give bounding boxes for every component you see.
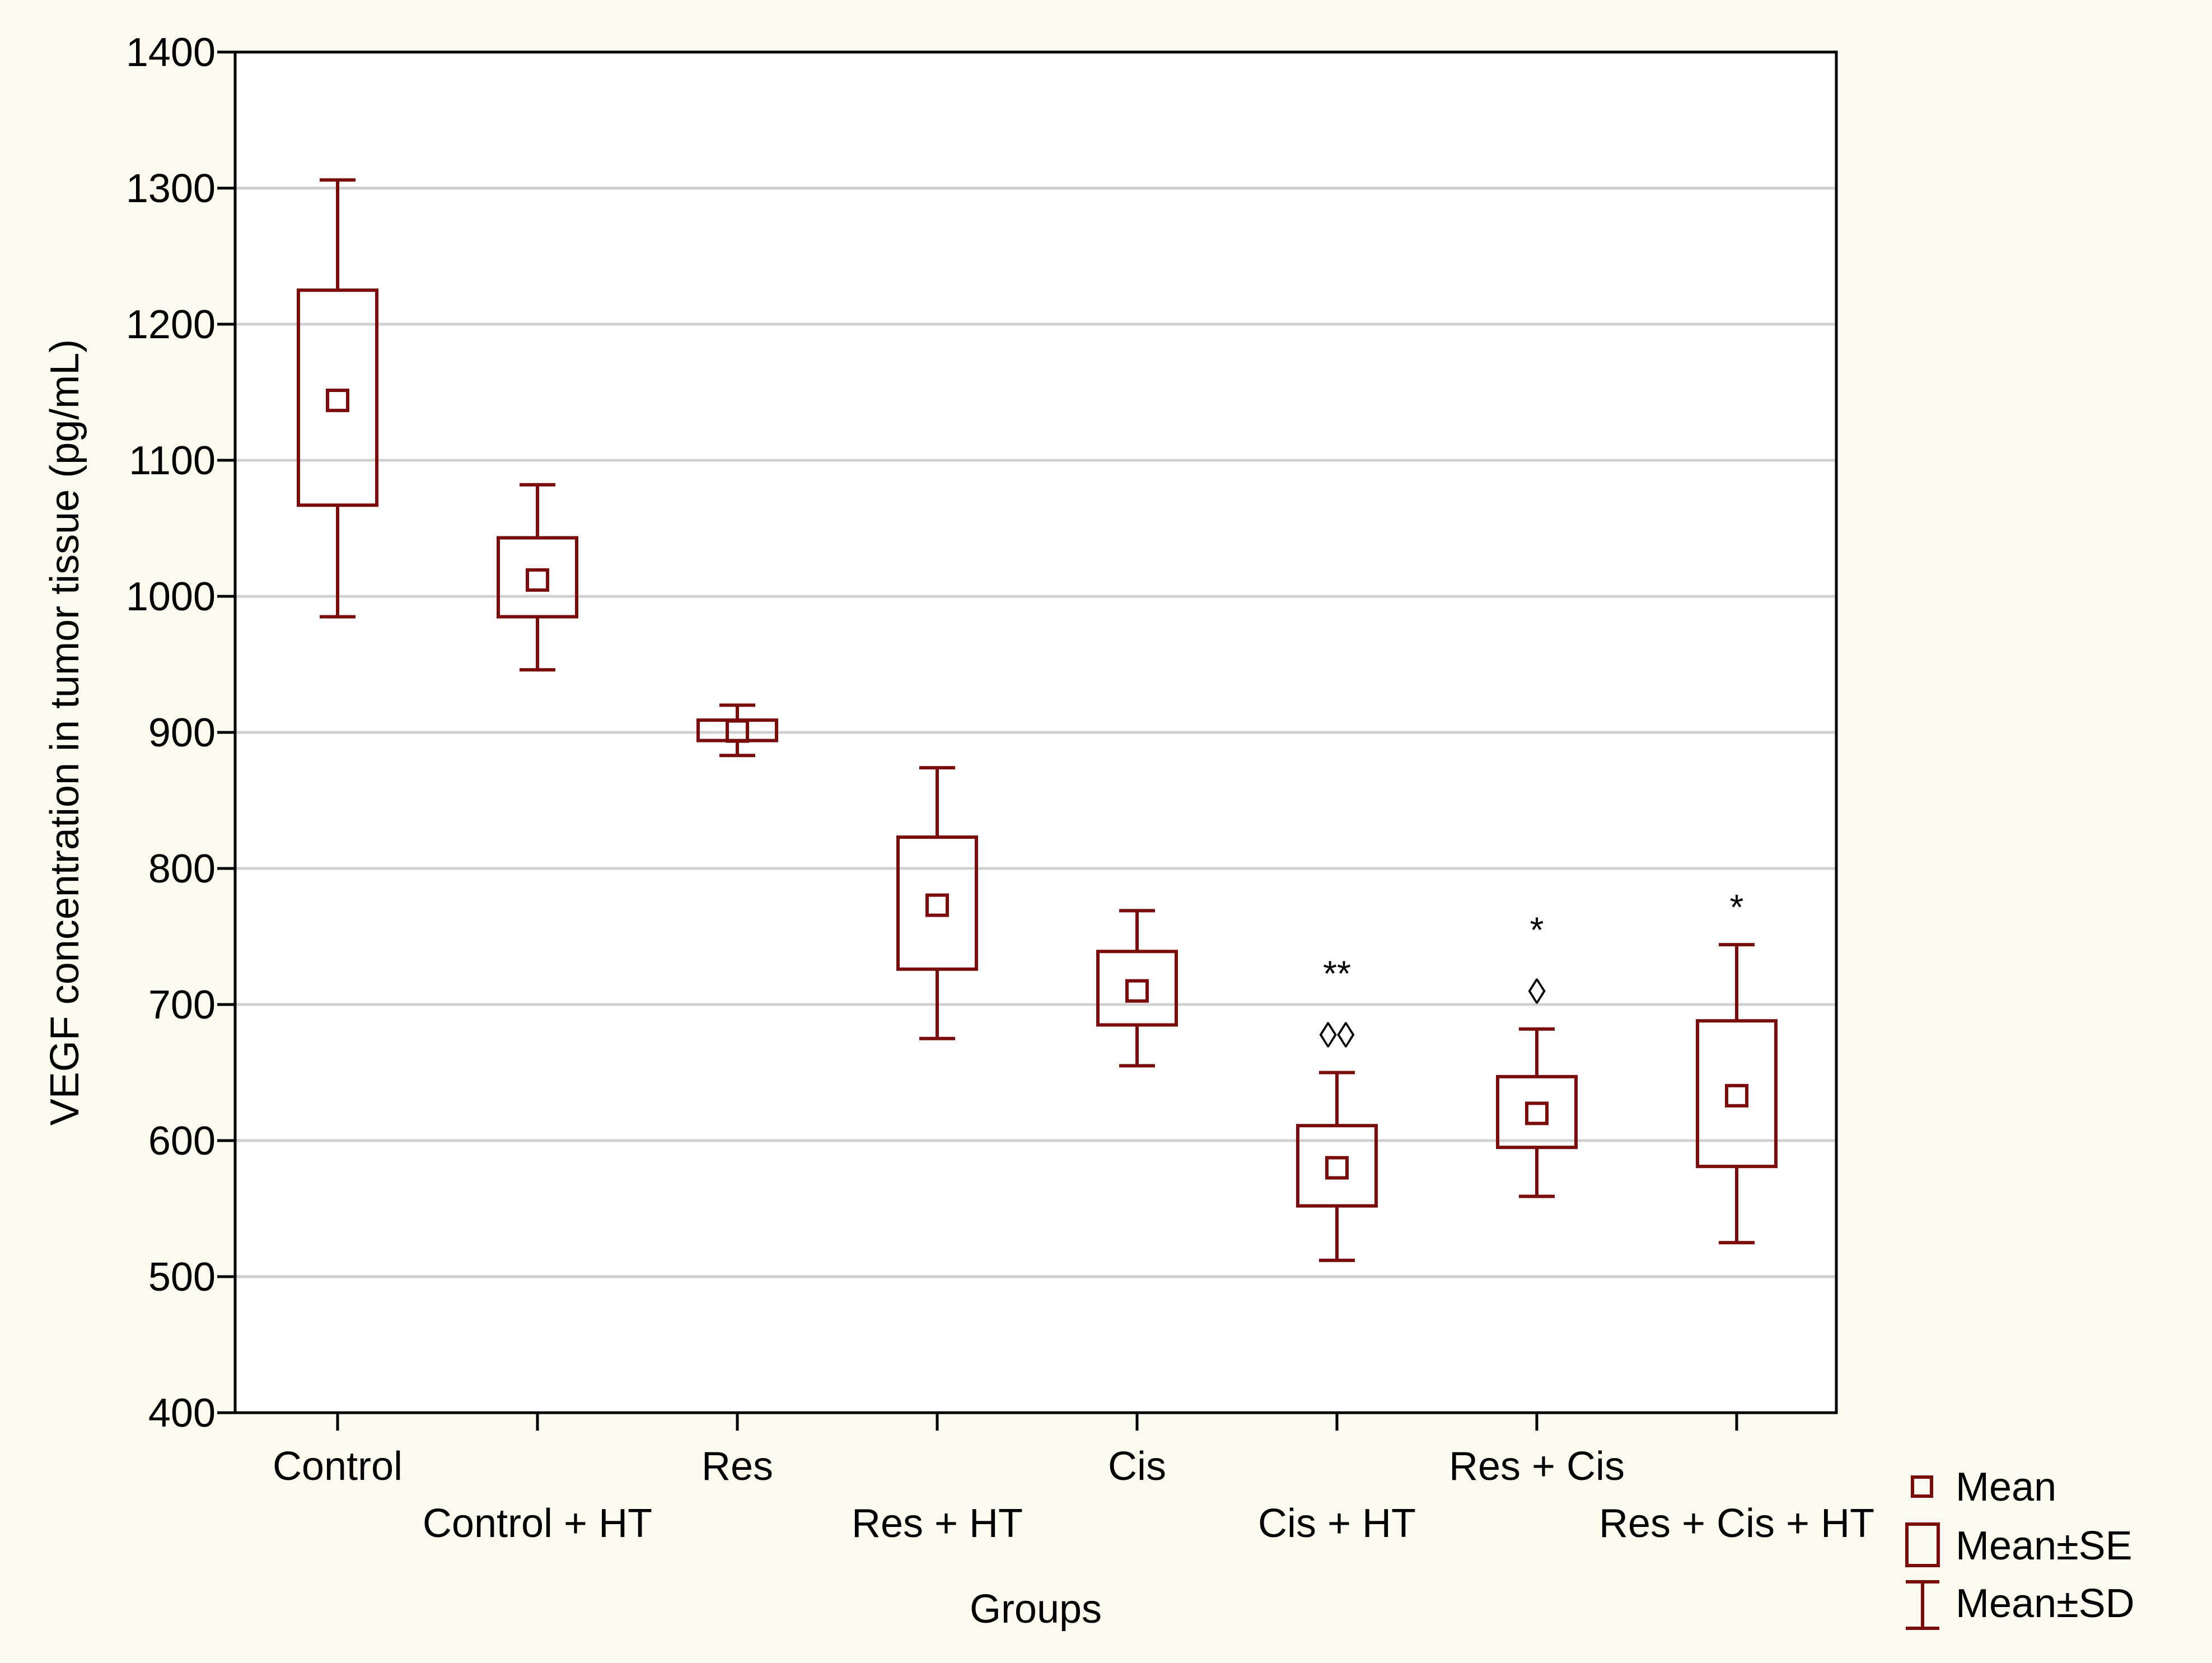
y-axis-title: VEGF concentration in tumor tissue (pg/m… bbox=[43, 339, 87, 1126]
box-group bbox=[696, 703, 778, 758]
legend: Mean Mean±SE Mean±SD bbox=[1905, 1465, 2135, 1630]
box-group bbox=[1696, 943, 1778, 1245]
x-tick-label: Cis + HT bbox=[1258, 1501, 1416, 1546]
significance-marker: ◊ bbox=[1528, 971, 1546, 1012]
significance-annotations: ◊◊** ◊** bbox=[1319, 887, 1743, 1055]
y-tick-label: 1300 bbox=[126, 166, 216, 211]
y-tick-label: 500 bbox=[148, 1255, 216, 1300]
legend-entry-mean: Mean bbox=[1911, 1465, 2056, 1510]
significance-marker: * bbox=[1730, 887, 1744, 927]
x-tick-label: Control bbox=[273, 1444, 403, 1489]
x-tick-label: Res + Cis bbox=[1449, 1444, 1625, 1489]
y-tick-label: 400 bbox=[148, 1391, 216, 1436]
se-box bbox=[297, 288, 378, 507]
y-tick-label: 1400 bbox=[126, 30, 216, 75]
y-tick-label: 1000 bbox=[126, 574, 216, 619]
significance-marker: ** bbox=[1323, 954, 1351, 994]
legend-se-label: Mean±SE bbox=[1956, 1524, 2133, 1568]
x-tick-label: Cis bbox=[1108, 1444, 1166, 1489]
box-series bbox=[297, 178, 1778, 1262]
significance-marker: * bbox=[1530, 910, 1544, 950]
y-tick-label: 700 bbox=[148, 983, 216, 1027]
x-tick-label: Res + Cis + HT bbox=[1599, 1501, 1874, 1546]
box-group bbox=[1096, 909, 1178, 1068]
legend-se-box bbox=[1905, 1522, 1940, 1567]
box-group bbox=[497, 483, 578, 672]
mean-marker bbox=[925, 893, 949, 917]
mean-marker bbox=[1325, 1156, 1349, 1180]
x-axis-title: Groups bbox=[970, 1587, 1102, 1632]
y-axis-ticks: 400 500 600 700 800 900 1000 1100 1200 1300 1400 bbox=[126, 30, 235, 1436]
se-box bbox=[497, 536, 578, 619]
y-tick-label: 800 bbox=[148, 847, 216, 891]
y-tick-label: 600 bbox=[148, 1119, 216, 1164]
y-tick-label: 1100 bbox=[129, 438, 216, 483]
se-box bbox=[896, 835, 978, 971]
legend-mean-marker bbox=[1911, 1475, 1933, 1498]
box-group bbox=[896, 766, 978, 1040]
legend-entry-mean-se: Mean±SE bbox=[1905, 1522, 2133, 1568]
se-box bbox=[1096, 950, 1178, 1027]
mean-marker bbox=[1525, 1101, 1549, 1125]
box-group bbox=[297, 178, 378, 619]
legend-mean-label: Mean bbox=[1956, 1465, 2056, 1510]
mean-marker bbox=[526, 568, 549, 592]
se-box bbox=[1696, 1019, 1778, 1169]
legend-sd-label: Mean±SD bbox=[1956, 1581, 2135, 1626]
box-group bbox=[1496, 1027, 1578, 1198]
y-tick-label: 1200 bbox=[126, 302, 216, 347]
mean-marker bbox=[1125, 979, 1149, 1003]
legend-entry-mean-sd: Mean±SD bbox=[1906, 1580, 2135, 1630]
x-tick-label: Res + HT bbox=[852, 1501, 1023, 1546]
significance-marker: ◊◊ bbox=[1319, 1015, 1355, 1055]
box-group bbox=[1296, 1071, 1378, 1262]
y-tick-label: 900 bbox=[148, 711, 216, 755]
x-axis-ticks: Control Control + HT Res Res + HT Cis Cis + H… bbox=[273, 1413, 1874, 1546]
se-box bbox=[1296, 1124, 1378, 1208]
gridlines bbox=[235, 186, 1836, 1278]
x-tick-label: Control + HT bbox=[423, 1501, 652, 1546]
x-tick-label: Res bbox=[702, 1444, 773, 1489]
mean-marker bbox=[1725, 1083, 1748, 1108]
mean-marker bbox=[326, 389, 349, 413]
se-box bbox=[1496, 1075, 1578, 1150]
mean-marker bbox=[726, 719, 749, 743]
